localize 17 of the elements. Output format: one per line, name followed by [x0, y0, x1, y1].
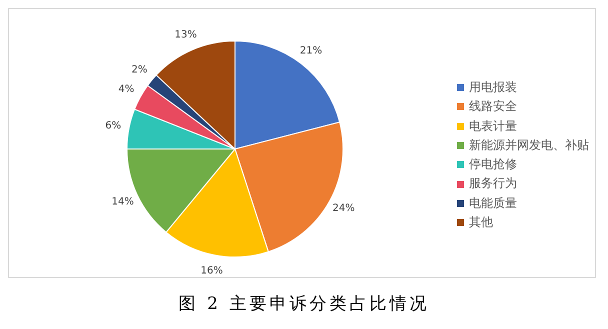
legend-label: 电表计量 [469, 118, 517, 135]
data-label: 4% [118, 84, 134, 95]
data-label: 14% [112, 196, 134, 208]
legend-label: 用电报装 [469, 79, 517, 96]
data-label: 13% [174, 30, 197, 41]
data-label: 6% [105, 120, 122, 132]
text: 图 2 主要申诉分类占比情况 [178, 293, 430, 315]
legend-label: 电能质量 [469, 194, 517, 212]
legend-label: 停电抢修 [469, 156, 517, 174]
data-label: 21% [300, 46, 322, 57]
data-label: 16% [200, 265, 223, 276]
legend-label: 线路安全 [469, 98, 517, 116]
legend-label: 其他 [469, 214, 493, 232]
data-label: 2% [132, 64, 148, 76]
data-label: 24% [332, 203, 355, 214]
legend-label: 服务行为 [469, 175, 517, 192]
legend-label: 新能源并网发电、补贴 [469, 136, 589, 154]
